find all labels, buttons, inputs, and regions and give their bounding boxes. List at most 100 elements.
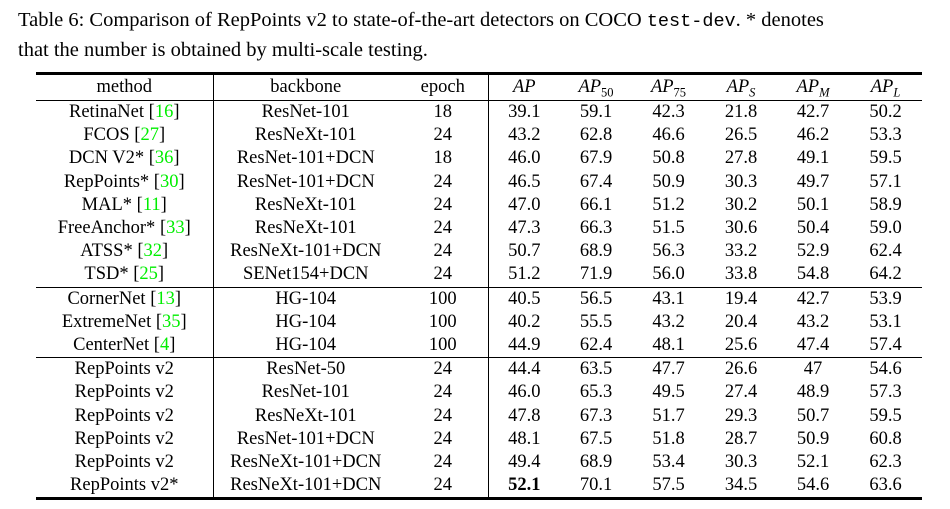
method-cell: ATSS* [32] — [36, 240, 214, 264]
aps-label: AP — [726, 77, 750, 97]
ap-value-cell: 50.7 — [796, 405, 830, 426]
apl-label: AP — [870, 77, 894, 97]
ap-value-cell: 59.5 — [869, 148, 902, 169]
ap-value-cell: 28.7 — [724, 428, 758, 449]
backbone-cell: ResNeXt-101+DCN — [230, 475, 382, 496]
citation-ref[interactable]: 30 — [159, 171, 179, 192]
citation-ref[interactable]: 27 — [140, 125, 159, 146]
method-cell: DCN V2* [36] — [36, 147, 214, 171]
ap-value-cell: 47 — [777, 357, 849, 382]
ap-value-cell: 67.5 — [579, 428, 613, 449]
ap-value-cell: 30.6 — [724, 218, 758, 239]
ap-value-cell: 59.0 — [869, 218, 902, 239]
ap-value-cell: 49.4 — [508, 451, 541, 472]
citation-ref[interactable]: 35 — [162, 311, 181, 332]
ap-value-cell: 34.5 — [724, 475, 758, 496]
ap75-label: AP — [650, 77, 674, 97]
method-cell: FreeAnchor* [33] — [36, 216, 214, 241]
method-cell: ExtremeNet [35] — [36, 310, 214, 334]
epoch-cell: 18 — [398, 100, 489, 125]
table-row: TSD* [25] SENet154+DCN 24 51.2 71.9 56.0 33.8 5… — [36, 263, 922, 287]
citation-ref[interactable]: 13 — [156, 288, 175, 309]
ap-value-cell: 46.0 — [508, 382, 541, 403]
ap-value-cell: 39.1 — [508, 102, 541, 123]
ap-value-cell: 26.6 — [705, 357, 777, 382]
results-table-body: RetinaNet [16] ResNet-101 18 39.1 59.1 42.3 21… — [36, 100, 922, 499]
citation-ref[interactable]: 4 — [159, 334, 170, 355]
col-header-ap: AP — [488, 73, 560, 101]
ap-value-cell: 46.6 — [652, 125, 685, 146]
ap-value-cell: 47.0 — [508, 194, 541, 215]
backbone-cell: ResNet-101+DCN — [236, 428, 375, 449]
method-cell: CornerNet [13] — [36, 286, 214, 311]
method-cell: RepPoints v2 — [36, 450, 214, 474]
caption-text-before: Table 6: Comparison of RepPoints v2 to s… — [18, 9, 647, 31]
ap-value-cell: 47.4 — [796, 334, 830, 355]
col-header-backbone: backbone — [213, 73, 398, 101]
citation-ref[interactable]: 16 — [154, 102, 174, 123]
citation-ref[interactable]: 25 — [139, 264, 158, 285]
caption-line1: Table 6: Comparison of RepPoints v2 to s… — [18, 9, 824, 32]
method-cell: RetinaNet [16] — [36, 100, 214, 125]
col-header-ap50: AP50 — [560, 73, 632, 101]
ap-value-cell: 68.9 — [579, 451, 613, 472]
citation-ref[interactable]: 36 — [154, 148, 174, 169]
method-cell: RepPoints v2 — [36, 381, 214, 405]
ap-value-cell: 43.2 — [508, 125, 541, 146]
table-row: RepPoints v2 ResNet-50 24 44.4 63.5 47.7 26.6 4… — [36, 357, 922, 382]
ap50-label: AP — [578, 77, 602, 97]
ap-value-cell: 50.9 — [652, 171, 685, 192]
ap-value-cell: 43.1 — [632, 286, 705, 311]
citation-ref[interactable]: 11 — [142, 194, 161, 215]
ap-value-cell: 52.1 — [508, 475, 541, 496]
method-cell: CenterNet [4] — [36, 333, 214, 358]
table-row: MAL* [11] ResNeXt-101 24 47.0 66.1 51.2 30.2 50… — [36, 193, 922, 217]
table-row: ATSS* [32] ResNeXt-101+DCN 24 50.7 68.9 56.3 3… — [36, 240, 922, 264]
table-row: CenterNet [4] HG-104 100 44.9 62.4 48.1 25.6 47… — [36, 333, 922, 358]
ap-value-cell: 63.5 — [560, 357, 632, 382]
ap-value-cell: 63.6 — [869, 475, 902, 496]
epoch-cell: 24 — [398, 263, 489, 287]
ap-value-cell: 42.7 — [796, 102, 830, 123]
ap-value-cell: 64.2 — [869, 264, 902, 285]
ap-value-cell: 62.3 — [869, 451, 902, 472]
epoch-cell: 24 — [398, 474, 489, 499]
epoch-cell: 24 — [398, 450, 489, 474]
table-row: FCOS [27] ResNeXt-101 24 43.2 62.8 46.6 26.5 46… — [36, 124, 922, 148]
backbone-cell: ResNeXt-101 — [254, 125, 357, 146]
ap-value-cell: 57.1 — [869, 171, 902, 192]
ap-value-cell: 27.4 — [724, 382, 758, 403]
method-cell: RepPoints v2* — [36, 474, 214, 499]
table-caption: Table 6: Comparison of RepPoints v2 to s… — [18, 6, 940, 65]
ap-value-cell: 50.2 — [869, 102, 902, 123]
ap-value-cell: 33.8 — [724, 264, 758, 285]
backbone-cell: HG-104 — [275, 311, 337, 332]
ap-value-cell: 68.9 — [579, 241, 613, 262]
ap-value-cell: 62.4 — [869, 241, 902, 262]
ap-value-cell: 30.2 — [724, 194, 758, 215]
method-cell: RepPoints v2 — [36, 427, 214, 451]
ap-value-cell: 26.5 — [724, 125, 758, 146]
epoch-cell: 24 — [398, 124, 489, 148]
table-row: RepPoints* [30] ResNet-101+DCN 24 46.5 67.4 5… — [36, 170, 922, 194]
epoch-cell: 24 — [398, 193, 489, 217]
citation-ref[interactable]: 33 — [166, 218, 185, 239]
ap-value-cell: 20.4 — [724, 311, 758, 332]
ap-value-cell: 58.9 — [869, 194, 902, 215]
caption-line2: that the number is obtained by multi-sca… — [18, 39, 428, 61]
ap-value-cell: 62.8 — [579, 125, 613, 146]
ap-value-cell: 67.4 — [579, 171, 613, 192]
ap-value-cell: 51.2 — [508, 264, 541, 285]
caption-mono-testdev: test-dev — [646, 11, 736, 32]
ap-value-cell: 67.9 — [579, 148, 613, 169]
ap-value-cell: 56.5 — [560, 286, 632, 311]
epoch-cell: 24 — [398, 240, 489, 264]
table-row: RepPoints v2 ResNet-101+DCN 24 48.1 67.5 51.8… — [36, 427, 922, 451]
ap-value-cell: 59.5 — [869, 405, 902, 426]
epoch-cell: 100 — [398, 310, 489, 334]
ap-value-cell: 47.8 — [508, 405, 541, 426]
citation-ref[interactable]: 32 — [143, 241, 163, 262]
ap-value-cell: 51.7 — [652, 405, 685, 426]
col-header-apm: APM — [777, 73, 849, 101]
caption-text-after: . * denotes — [735, 9, 824, 31]
